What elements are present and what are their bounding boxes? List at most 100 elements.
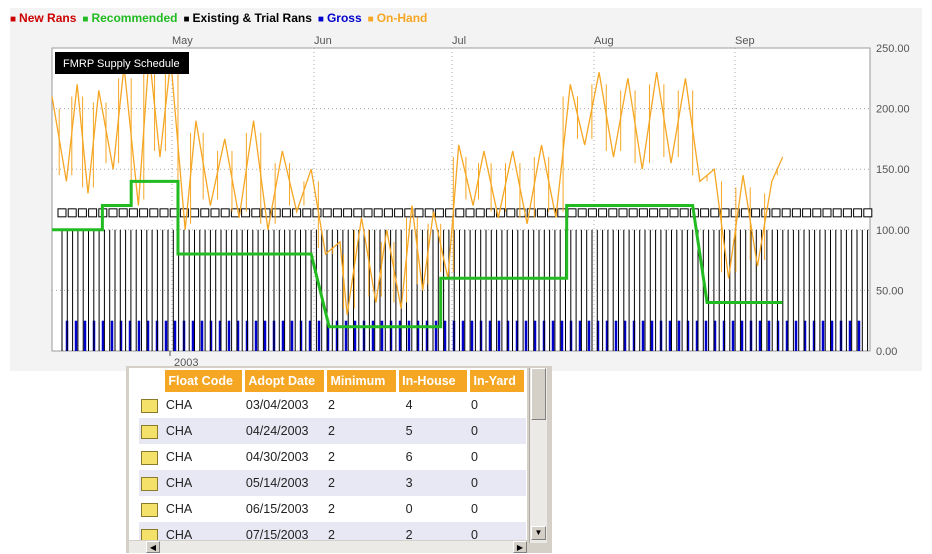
float-table: Float Code Adopt Date Minimum In-House In-Ya… — [139, 370, 527, 540]
legend-label: On-Hand — [376, 11, 428, 25]
data-grid-panel: Float Code Adopt Date Minimum In-House In-Ya… — [126, 366, 552, 553]
folder-icon[interactable] — [141, 424, 158, 439]
scroll-right-arrow-icon[interactable]: ▶ — [513, 541, 527, 553]
table-row[interactable]: CHA 04/24/2003 2 5 0 — [139, 418, 526, 444]
column-header[interactable]: In-House — [397, 370, 471, 392]
table-cell: 2 — [327, 450, 335, 464]
row-icon-cell[interactable] — [139, 522, 164, 540]
row-icon-cell[interactable] — [139, 470, 164, 496]
table-cell: CHA — [165, 450, 193, 464]
folder-icon[interactable] — [141, 528, 158, 540]
ran-marker — [159, 208, 169, 218]
recommended-line — [52, 179, 783, 329]
table-cell: 2 — [397, 522, 469, 540]
table-cell: 0 — [468, 522, 526, 540]
column-header[interactable]: In-Yard — [468, 370, 527, 392]
folder-icon[interactable] — [141, 450, 158, 465]
ran-marker — [271, 208, 281, 218]
scroll-left-arrow-icon[interactable]: ◀ — [146, 541, 160, 553]
month-label: Jul — [452, 35, 466, 47]
ran-marker — [220, 208, 230, 218]
folder-icon[interactable] — [141, 502, 158, 517]
ran-marker — [108, 208, 118, 218]
ran-marker — [659, 208, 669, 218]
row-icon-cell[interactable] — [139, 496, 164, 522]
chart-legend: ■ New Rans ■ Recommended ■ Existing & Trial R… — [10, 11, 433, 25]
legend-item: ■ Existing & Trial Rans — [183, 11, 311, 25]
table-cell: 06/15/2003 — [245, 502, 309, 516]
folder-icon[interactable] — [141, 398, 158, 413]
ran-marker — [302, 208, 312, 218]
table-row[interactable]: CHA 07/15/2003 2 2 0 — [139, 522, 526, 540]
ran-marker — [394, 208, 404, 218]
legend-label: New Rans — [19, 11, 77, 25]
table-cell: 2 — [327, 502, 335, 516]
legend-marker-icon: ■ — [367, 14, 374, 25]
column-header[interactable]: Float Code — [163, 370, 246, 392]
table-cell: CHA — [165, 502, 193, 516]
ran-marker — [343, 208, 353, 218]
ran-marker — [455, 208, 465, 218]
ran-marker — [373, 208, 383, 218]
table-cell: 2 — [325, 418, 398, 444]
legend-marker-icon: ■ — [317, 14, 324, 25]
ran-marker — [88, 208, 98, 218]
table-cell: 0 — [470, 450, 478, 464]
table-row[interactable]: CHA 05/14/2003 2 3 0 — [139, 470, 526, 496]
table-row[interactable]: CHA 03/04/2003 2 4 0 — [139, 392, 526, 418]
table-cell: CHA — [163, 418, 244, 444]
folder-icon[interactable] — [141, 476, 158, 491]
ran-marker — [139, 208, 149, 218]
ran-marker — [241, 208, 251, 218]
legend-item: ■ Recommended — [82, 11, 177, 25]
ran-marker — [618, 208, 628, 218]
table-cell: 0 — [405, 502, 413, 516]
table-row[interactable]: CHA 06/15/2003 2 0 0 — [139, 496, 526, 522]
ran-marker — [802, 208, 812, 218]
ran-marker — [312, 208, 322, 218]
y-tick-label: 0.00 — [876, 346, 897, 358]
row-icon-cell[interactable] — [139, 418, 164, 444]
ran-marker — [567, 208, 577, 218]
legend-marker-icon: ■ — [183, 14, 190, 25]
chart-title-box — [55, 52, 189, 74]
ran-marker — [200, 208, 210, 218]
ran-marker — [77, 208, 87, 218]
ran-marker — [608, 208, 618, 218]
legend-item: ■ On-Hand — [368, 11, 428, 25]
ran-marker — [210, 208, 220, 218]
ran-marker — [424, 208, 434, 218]
ran-marker — [781, 208, 791, 218]
row-icon-cell[interactable] — [139, 392, 164, 418]
horizontal-scrollbar[interactable]: ◀ ▶ — [129, 541, 527, 553]
ran-marker — [506, 208, 516, 218]
ran-marker — [832, 208, 842, 218]
month-label: Sep — [735, 35, 755, 47]
legend-marker-icon: ■ — [10, 14, 17, 25]
ran-marker — [649, 208, 659, 218]
legend-item: ■ Gross — [318, 11, 362, 25]
row-icon-cell[interactable] — [139, 444, 164, 470]
ran-marker — [332, 208, 342, 218]
ran-marker — [822, 208, 832, 218]
chart-title: FMRP Supply Schedule — [63, 58, 180, 70]
y-tick-label: 100.00 — [876, 225, 910, 237]
scroll-thumb[interactable] — [531, 368, 546, 420]
ran-marker — [251, 208, 261, 218]
ran-marker — [628, 208, 638, 218]
scroll-down-arrow-icon[interactable]: ▼ — [531, 526, 546, 540]
ran-marker — [669, 208, 679, 218]
column-header[interactable]: Minimum — [325, 370, 400, 392]
y-tick-label: 150.00 — [876, 164, 910, 176]
table-cell: 6 — [405, 450, 413, 464]
column-header[interactable]: Adopt Date — [243, 370, 328, 392]
legend-marker-icon: ■ — [82, 14, 89, 25]
ran-marker — [353, 208, 363, 218]
table-cell: 04/24/2003 — [243, 418, 326, 444]
ran-marker — [149, 208, 159, 218]
ran-marker — [190, 208, 200, 218]
vertical-scrollbar[interactable]: ▼ — [529, 368, 547, 543]
ran-marker — [414, 208, 424, 218]
table-row[interactable]: CHA 04/30/2003 2 6 0 — [139, 444, 526, 470]
ran-marker — [281, 208, 291, 218]
